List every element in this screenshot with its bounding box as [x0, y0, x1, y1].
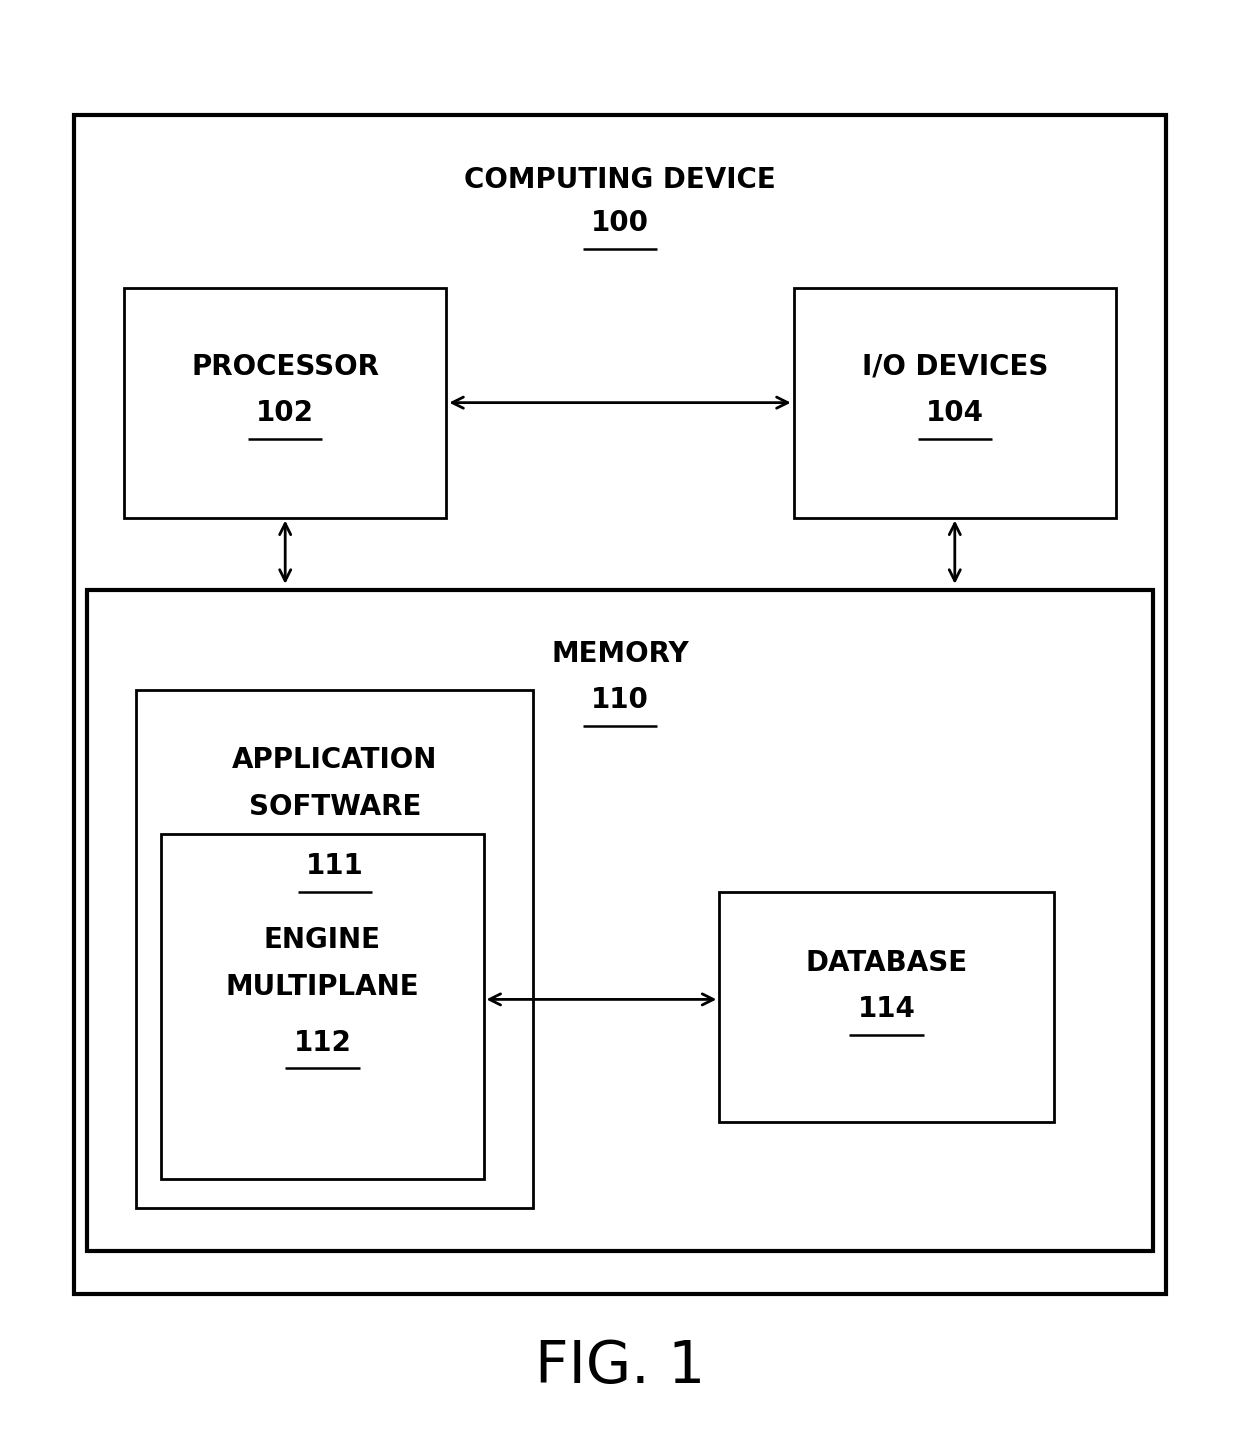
- Text: 104: 104: [926, 398, 983, 427]
- Text: 110: 110: [591, 686, 649, 715]
- Bar: [161, 834, 484, 1179]
- Text: 102: 102: [257, 398, 314, 427]
- Text: MEMORY: MEMORY: [551, 640, 689, 669]
- Text: I/O DEVICES: I/O DEVICES: [862, 352, 1048, 381]
- Text: FIG. 1: FIG. 1: [534, 1337, 706, 1395]
- Text: SOFTWARE: SOFTWARE: [248, 794, 422, 821]
- Text: 100: 100: [591, 209, 649, 237]
- Text: ENGINE: ENGINE: [264, 926, 381, 953]
- Text: 111: 111: [306, 851, 363, 880]
- Text: DATABASE: DATABASE: [806, 949, 967, 978]
- Text: PROCESSOR: PROCESSOR: [191, 352, 379, 381]
- Bar: [794, 288, 1116, 518]
- Bar: [74, 115, 1166, 1294]
- Text: APPLICATION: APPLICATION: [232, 746, 438, 774]
- Text: 112: 112: [294, 1028, 351, 1057]
- Bar: [719, 892, 1054, 1122]
- Bar: [124, 288, 446, 518]
- Bar: [136, 690, 533, 1208]
- Text: MULTIPLANE: MULTIPLANE: [226, 974, 419, 1001]
- Bar: [87, 590, 1153, 1251]
- Text: COMPUTING DEVICE: COMPUTING DEVICE: [464, 165, 776, 194]
- Text: 114: 114: [858, 995, 915, 1024]
